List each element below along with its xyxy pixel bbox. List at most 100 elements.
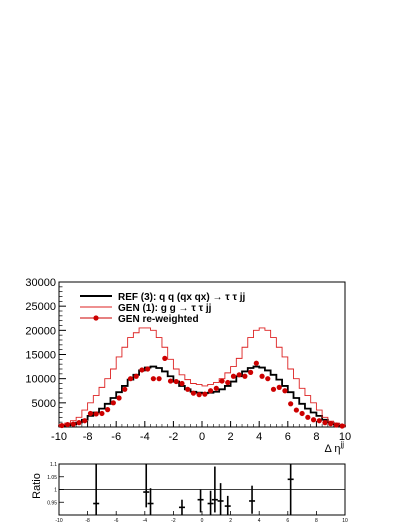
main-x-tick-label: -10 bbox=[51, 431, 67, 443]
reweighted-marker bbox=[167, 378, 174, 384]
reweighted-marker bbox=[213, 385, 219, 391]
reweighted-marker bbox=[190, 390, 197, 396]
legend-swatch-reweighted-marker bbox=[93, 315, 99, 321]
main-plot: 5000 10000 15000 20000 25000 30000 -10 -8 -6 -4 -… bbox=[25, 277, 351, 455]
reweighted-marker bbox=[99, 410, 105, 417]
ratio-x-tick-label: 4 bbox=[258, 518, 261, 524]
reweighted-marker bbox=[333, 422, 340, 428]
legend: REF (3): q q (qx qx) → τ τ jj GEN (1): g… bbox=[80, 292, 245, 325]
ratio-x-tick-label: 8 bbox=[315, 518, 318, 524]
main-y-tick-label: 15000 bbox=[25, 350, 56, 362]
reweighted-marker bbox=[127, 376, 134, 382]
ratio-x-tick-label: -4 bbox=[143, 518, 148, 524]
reweighted-marker bbox=[162, 355, 168, 361]
ratio-x-tick-label: -6 bbox=[114, 518, 119, 524]
main-x-tick-label: -2 bbox=[169, 431, 179, 443]
reweighted-marker bbox=[156, 376, 162, 382]
reweighted-marker bbox=[242, 373, 248, 379]
ratio-x-tick-label: 10 bbox=[342, 518, 348, 524]
reweighted-marker bbox=[310, 417, 317, 423]
reweighted-marker bbox=[276, 384, 282, 390]
main-x-axis-title: Δ ηjj bbox=[325, 440, 345, 455]
reweighted-marker bbox=[122, 386, 128, 392]
reweighted-marker bbox=[173, 378, 179, 385]
reweighted-marker bbox=[305, 414, 311, 420]
ratio-x-tick-label: 6 bbox=[286, 518, 289, 524]
ratio-y-axis-title: Ratio bbox=[31, 473, 43, 499]
reweighted-marker bbox=[196, 392, 202, 398]
reweighted-marker bbox=[236, 372, 242, 378]
reweighted-marker bbox=[322, 420, 328, 426]
ratio-x-tick-label: 2 bbox=[229, 518, 232, 524]
reweighted-marker bbox=[207, 388, 214, 394]
reweighted-marker bbox=[70, 421, 76, 427]
reweighted-marker bbox=[179, 380, 185, 387]
legend-label-ref: REF (3): q q (qx qx) → τ τ jj bbox=[118, 292, 245, 303]
reweighted-marker bbox=[253, 360, 259, 366]
reweighted-marker bbox=[293, 407, 299, 413]
main-x-tick-label: 10 bbox=[339, 431, 351, 443]
reweighted-marker bbox=[265, 376, 271, 382]
main-x-tick-label: 0 bbox=[199, 431, 205, 443]
main-y-tick-label: 20000 bbox=[25, 325, 56, 337]
reweighted-marker bbox=[259, 373, 265, 379]
ratio-y-tick-label: 1.05 bbox=[47, 475, 57, 481]
main-y-tick-label: 25000 bbox=[25, 301, 56, 313]
reweighted-marker bbox=[282, 388, 288, 394]
main-y-tick-label: 30000 bbox=[25, 277, 56, 289]
ratio-x-tick-label: 0 bbox=[201, 518, 204, 524]
ratio-points bbox=[93, 464, 294, 515]
main-series bbox=[58, 327, 346, 429]
main-x-tick-label: 4 bbox=[256, 431, 262, 443]
main-x-tick-label: -8 bbox=[83, 431, 93, 443]
main-x-tick-labels: -10 -8 -6 -4 -2 0 2 4 6 8 10 bbox=[51, 431, 351, 443]
legend-label-reweighted: GEN re-weighted bbox=[118, 314, 199, 325]
reweighted-marker bbox=[59, 422, 65, 429]
reweighted-marker bbox=[248, 369, 254, 375]
main-x-tick-label: -6 bbox=[111, 431, 121, 443]
ratio-y-tick-labels: 0.95 1 1.05 1.1 bbox=[47, 462, 57, 506]
ref-histogram bbox=[58, 365, 346, 427]
gen-histogram bbox=[58, 327, 346, 427]
ratio-x-tick-label: -10 bbox=[55, 518, 62, 524]
reweighted-marker bbox=[328, 421, 334, 427]
reweighted-marker bbox=[82, 418, 88, 424]
reweighted-marker bbox=[139, 367, 145, 373]
main-x-axis-title-superscript: jj bbox=[339, 440, 344, 449]
ratio-plot: 0.95 1 1.05 1.1 -10 -8 -6 -4 -2 0 2 4 6 8 10 Ratio bbox=[31, 462, 348, 524]
main-y-tick-label: 10000 bbox=[25, 374, 56, 386]
reweighted-marker bbox=[316, 418, 322, 424]
main-x-tick-label: 8 bbox=[313, 431, 319, 443]
reweighted-marker bbox=[299, 410, 305, 417]
reweighted-marker bbox=[150, 376, 156, 382]
main-y-tick-labels: 5000 10000 15000 20000 25000 30000 bbox=[25, 277, 56, 410]
reweighted-marker bbox=[185, 386, 191, 392]
ratio-x-tick-labels: -10 -8 -6 -4 -2 0 2 4 6 8 10 bbox=[55, 518, 348, 524]
main-x-tick-label: 6 bbox=[285, 431, 291, 443]
reweighted-marker bbox=[270, 386, 277, 392]
ratio-x-tick-label: -8 bbox=[85, 518, 90, 524]
ratio-x-tick-label: -2 bbox=[171, 518, 176, 524]
reweighted-marker bbox=[288, 401, 294, 407]
ratio-y-tick-label: 1 bbox=[54, 488, 57, 494]
reweighted-marker bbox=[145, 366, 151, 372]
legend-label-gen: GEN (1): g g → τ τ jj bbox=[118, 303, 212, 314]
reweighted-marker bbox=[64, 421, 71, 428]
reweighted-marker bbox=[133, 373, 139, 379]
reweighted-marker bbox=[219, 378, 225, 384]
reweighted-marker bbox=[105, 407, 111, 413]
main-x-tick-label: -4 bbox=[140, 431, 150, 443]
reweighted-marker bbox=[202, 391, 208, 397]
reweighted-marker bbox=[87, 410, 94, 417]
reweighted-marker bbox=[116, 395, 122, 401]
reweighted-marker bbox=[93, 411, 99, 417]
main-y-tick-label: 5000 bbox=[32, 398, 56, 410]
ratio-ticks bbox=[58, 463, 346, 515]
reweighted-marker bbox=[110, 400, 116, 406]
reweighted-marker bbox=[225, 379, 231, 386]
reweighted-marker bbox=[339, 423, 345, 429]
ratio-y-tick-label: 0.95 bbox=[47, 500, 57, 506]
reweighted-marker bbox=[230, 373, 237, 379]
